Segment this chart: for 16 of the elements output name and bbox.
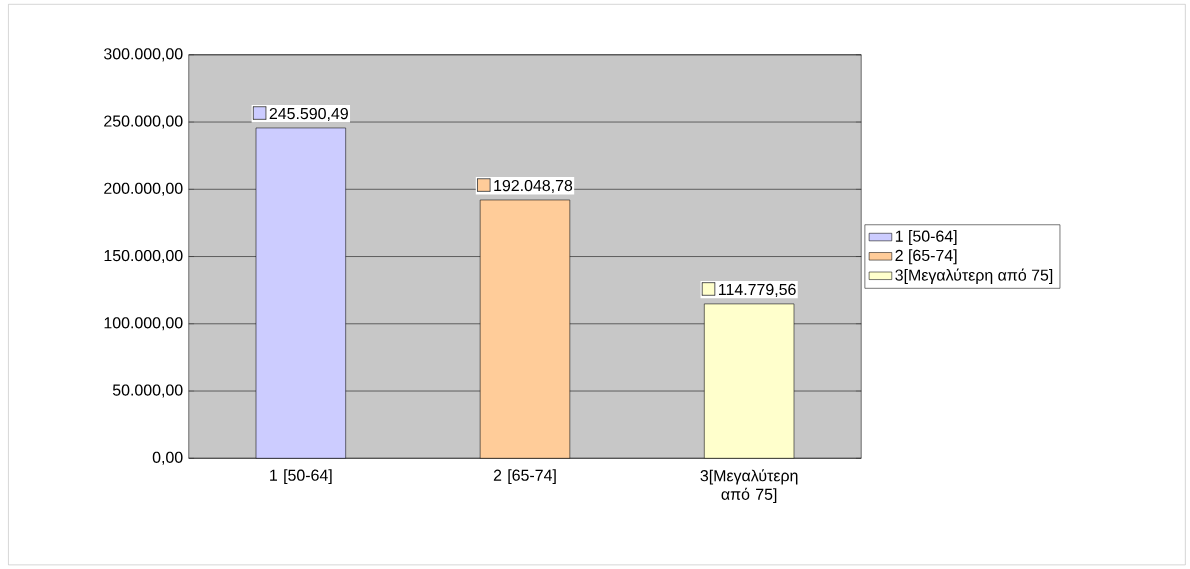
- data-label: 114.779,56: [719, 283, 796, 298]
- y-tick-label: 200.000,00: [104, 182, 183, 196]
- data-label: 192.048,78: [494, 179, 573, 194]
- data-label: 245.590,49: [269, 107, 348, 122]
- y-tick-label: 100.000,00: [104, 317, 183, 331]
- x-tick-label: 2 [65-74]: [493, 469, 556, 485]
- legend-label: 3[Μεγαλύτερη από 75]: [895, 268, 1053, 284]
- legend-label: 1 [50-64]: [895, 230, 957, 245]
- y-tick-label: 0,00: [152, 451, 183, 465]
- y-tick-label: 300.000,00: [104, 48, 183, 62]
- y-tick-label: 150.000,00: [104, 250, 183, 264]
- x-tick-label: 3[Μεγαλύτερη από 75]: [700, 469, 798, 504]
- y-tick-label: 250.000,00: [104, 115, 183, 129]
- y-tick-label: 50.000,00: [112, 384, 183, 398]
- x-tick-label: 1 [50-64]: [270, 469, 332, 485]
- legend-label: 2 [65-74]: [895, 249, 957, 265]
